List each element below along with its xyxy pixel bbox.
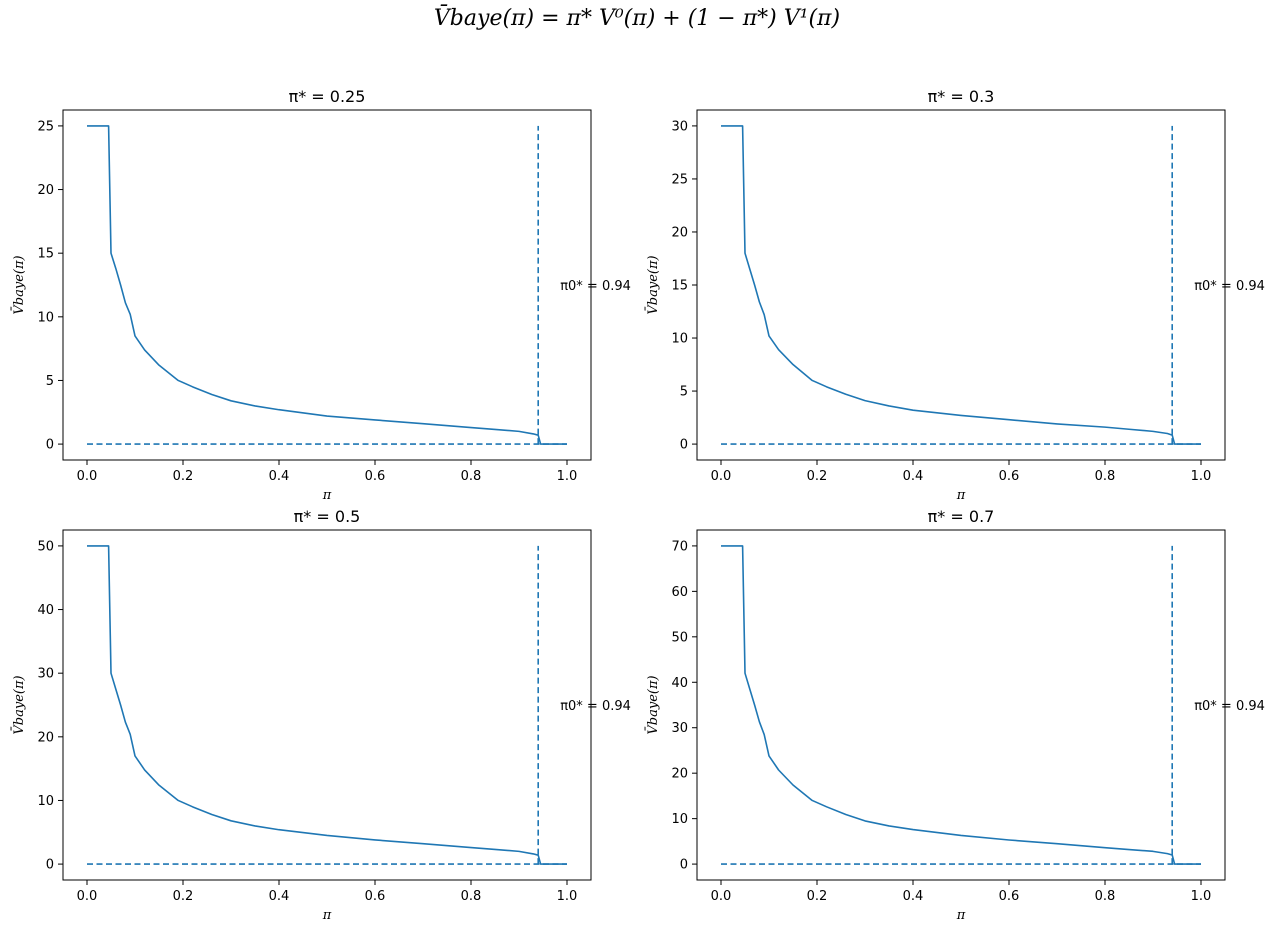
y-tick-label: 0	[46, 438, 54, 453]
y-tick-label: 50	[671, 630, 688, 645]
threshold-annotation: π0* = 0.94	[1194, 699, 1265, 714]
plot-frame	[62, 529, 592, 881]
y-axis-label: V̄baye(π)	[645, 675, 661, 734]
subplot-title: π* = 0.25	[289, 87, 366, 106]
y-tick-label: 70	[671, 539, 688, 554]
subplot-4: π* = 0.7 0.0 0.2 0.4 0.6 0.8 1.0 0 10 20 30 40 50 60 7…	[645, 507, 1265, 923]
y-tick-label: 25	[37, 119, 54, 134]
x-tick-label: 0.6	[999, 889, 1020, 904]
x-tick-label: 0.8	[1095, 469, 1116, 484]
y-tick-label: 10	[37, 794, 54, 809]
y-tick-label: 0	[680, 438, 688, 453]
x-tick-label: 0.6	[365, 469, 386, 484]
x-tick-label: 1.0	[1191, 889, 1212, 904]
x-axis-label: π	[322, 488, 332, 503]
y-axis-label: V̄baye(π)	[11, 675, 27, 734]
y-tick-label: 10	[671, 332, 688, 347]
threshold-annotation: π0* = 0.94	[1194, 279, 1265, 294]
y-tick-label: 20	[671, 225, 688, 240]
x-tick-label: 0.2	[173, 469, 194, 484]
x-tick-label: 0.8	[461, 889, 482, 904]
x-tick-label: 0.6	[999, 469, 1020, 484]
x-tick-label: 0.0	[77, 469, 98, 484]
x-tick-label: 1.0	[557, 889, 578, 904]
y-axis-label: V̄baye(π)	[11, 255, 27, 314]
y-tick-label: 25	[671, 172, 688, 187]
x-tick-label: 0.4	[903, 889, 924, 904]
y-tick-label: 0	[680, 858, 688, 873]
x-tick-label: 0.8	[461, 469, 482, 484]
x-tick-label: 0.8	[1095, 889, 1116, 904]
x-tick-label: 0.4	[903, 469, 924, 484]
y-tick-label: 20	[671, 767, 688, 782]
y-tick-label: 30	[671, 119, 688, 134]
plot-frame	[696, 529, 1226, 881]
value-curve	[87, 545, 567, 865]
x-tick-label: 1.0	[1191, 469, 1212, 484]
subplot-title: π* = 0.5	[294, 507, 361, 526]
x-tick-label: 0.2	[807, 469, 828, 484]
y-tick-label: 0	[46, 858, 54, 873]
y-tick-label: 60	[671, 585, 688, 600]
y-tick-label: 30	[37, 667, 54, 682]
subplot-2: π* = 0.3 0.0 0.2 0.4 0.6 0.8 1.0 0 5 10 15 20 25 30 π V…	[645, 87, 1265, 503]
y-tick-label: 15	[671, 279, 688, 294]
y-tick-label: 10	[671, 812, 688, 827]
y-axis-label: V̄baye(π)	[645, 255, 661, 314]
y-tick-label: 5	[680, 385, 688, 400]
x-tick-label: 0.2	[807, 889, 828, 904]
subplot-3: π* = 0.5 0.0 0.2 0.4 0.6 0.8 1.0 0 10 20 30 40 50 π V̄…	[11, 507, 631, 923]
x-axis-label: π	[322, 908, 332, 923]
threshold-annotation: π0* = 0.94	[560, 279, 631, 294]
x-axis-label: π	[956, 488, 966, 503]
subplot-title: π* = 0.3	[928, 87, 995, 106]
x-tick-label: 0.4	[269, 469, 290, 484]
plot-frame	[696, 109, 1226, 461]
x-axis-label: π	[956, 908, 966, 923]
subplot-1: π* = 0.25 0.0 0.2 0.4 0.6 0.8 1.0 0 5 10 15 20 25 π V̄…	[11, 87, 631, 503]
x-tick-label: 0.0	[711, 889, 732, 904]
threshold-annotation: π0* = 0.94	[560, 699, 631, 714]
x-tick-label: 1.0	[557, 469, 578, 484]
y-tick-label: 30	[671, 721, 688, 736]
y-tick-label: 40	[671, 676, 688, 691]
x-tick-label: 0.0	[77, 889, 98, 904]
value-curve	[721, 545, 1201, 865]
y-tick-label: 20	[37, 730, 54, 745]
figure-suptitle: V̄baye(π) = π* V⁰(π) + (1 − π*) V¹(π)	[433, 6, 841, 31]
y-tick-label: 20	[37, 183, 54, 198]
plot-frame	[62, 109, 592, 461]
y-tick-label: 50	[37, 539, 54, 554]
x-tick-label: 0.2	[173, 889, 194, 904]
x-tick-label: 0.4	[269, 889, 290, 904]
value-curve	[87, 125, 567, 445]
y-tick-label: 40	[37, 603, 54, 618]
y-tick-label: 15	[37, 247, 54, 262]
y-tick-label: 5	[46, 374, 54, 389]
x-tick-label: 0.0	[711, 469, 732, 484]
y-tick-label: 10	[37, 310, 54, 325]
value-curve	[721, 125, 1201, 445]
x-tick-label: 0.6	[365, 889, 386, 904]
subplot-title: π* = 0.7	[928, 507, 995, 526]
